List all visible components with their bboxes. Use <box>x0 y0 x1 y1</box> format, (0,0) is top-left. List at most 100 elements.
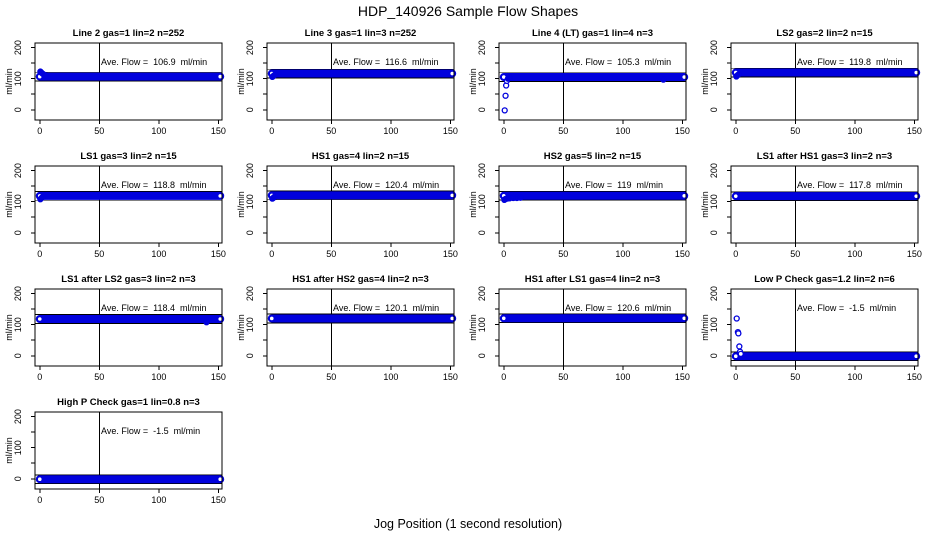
subplot-hs1-after-hs2-gas-4-lin-2-n-3: HS1 after HS2 gas=4 lin=2 n=3 0 100 200 0 50 1… <box>234 266 466 389</box>
x-tick-label: 100 <box>151 372 166 382</box>
y-axis-label: ml/min <box>468 191 478 218</box>
x-tick-label: 150 <box>675 372 690 382</box>
x-tick-label: 150 <box>675 249 690 259</box>
subplot-canvas: LS1 gas=3 lin=2 n=15 0 100 200 0 50 100 150 ml/m… <box>4 151 226 259</box>
y-axis-label: ml/min <box>468 68 478 95</box>
x-tick-label: 100 <box>847 126 862 136</box>
y-tick-label: 200 <box>13 409 23 424</box>
subplot-canvas: LS1 after LS2 gas=3 lin=2 n=3 0 100 200 0 50 1… <box>4 274 226 382</box>
y-tick-label: 200 <box>245 286 255 301</box>
data-point <box>42 72 49 79</box>
avg-flow-label: Ave. Flow = 120.1 ml/min <box>333 303 439 313</box>
y-tick-label: 0 <box>477 353 487 358</box>
x-tick-label: 0 <box>37 126 42 136</box>
x-tick-label: 150 <box>211 126 226 136</box>
band-end-notch <box>450 316 455 321</box>
band-end-notch <box>218 194 223 198</box>
y-tick-label: 200 <box>477 163 487 178</box>
y-tick-label: 100 <box>13 317 23 332</box>
data-point <box>734 71 742 78</box>
x-tick-label: 50 <box>326 126 336 136</box>
x-tick-label: 100 <box>151 126 166 136</box>
x-tick-label: 50 <box>790 372 800 382</box>
subplot-canvas: HS1 gas=4 lin=2 n=15 0 100 200 0 50 100 150 ml/m… <box>236 151 458 259</box>
data-point <box>733 315 740 322</box>
band-end-notch <box>501 75 506 79</box>
y-tick-label: 200 <box>13 286 23 301</box>
avg-flow-label: Ave. Flow = 105.3 ml/min <box>565 57 671 67</box>
subplot-canvas: HS1 after LS1 gas=4 lin=2 n=3 0 100 200 0 50 1… <box>468 274 690 382</box>
y-tick-label: 200 <box>245 163 255 178</box>
y-tick-label: 200 <box>245 40 255 55</box>
band-end-notch <box>682 194 687 198</box>
x-tick-label: 100 <box>151 495 166 505</box>
avg-flow-label: Ave. Flow = 120.4 ml/min <box>333 180 439 190</box>
y-tick-label: 0 <box>245 353 255 358</box>
y-tick-label: 0 <box>709 230 719 235</box>
plot-box <box>266 42 455 121</box>
avg-flow-label: Ave. Flow = 119.8 ml/min <box>797 57 902 67</box>
y-tick-label: 0 <box>13 230 23 235</box>
plot-box <box>730 288 919 367</box>
avg-flow-label: Ave. Flow = -1.5 ml/min <box>797 303 896 313</box>
y-tick-label: 200 <box>709 163 719 178</box>
band-end-notch <box>450 193 455 198</box>
y-tick-label: 100 <box>709 317 719 332</box>
x-tick-label: 0 <box>269 126 274 136</box>
x-axis-label: Jog Position (1 second resolution) <box>373 517 563 531</box>
subplot-ls2-gas-2-lin-2-n-15: LS2 gas=2 lin=2 n=15 0 100 200 0 50 100 150 ml/m… <box>698 20 930 143</box>
x-tick-label: 50 <box>326 249 336 259</box>
data-point <box>517 194 524 201</box>
y-tick-label: 0 <box>13 353 23 358</box>
data-point <box>203 319 210 326</box>
y-tick-label: 100 <box>13 440 23 455</box>
x-tick-label: 100 <box>383 249 398 259</box>
x-tick-label: 0 <box>733 249 738 259</box>
band-end-notch <box>37 317 42 321</box>
subplot-hs1-gas-4-lin-2-n-15: HS1 gas=4 lin=2 n=15 0 100 200 0 50 100 150 ml/m… <box>234 143 466 266</box>
x-tick-label: 0 <box>501 249 506 259</box>
subplot-canvas: HS1 after HS2 gas=4 lin=2 n=3 0 100 200 0 50 1… <box>236 274 458 382</box>
subplot-title: LS1 after HS1 gas=3 lin=2 n=3 <box>757 151 892 162</box>
x-tick-label: 150 <box>907 372 922 382</box>
band-end-notch <box>218 477 223 482</box>
plot-box <box>34 165 223 244</box>
y-tick-label: 200 <box>709 286 719 301</box>
x-tick-label: 50 <box>790 126 800 136</box>
x-tick-label: 0 <box>501 372 506 382</box>
band-end-notch <box>733 354 738 359</box>
subplot-line-4-lt-gas-1-lin-4-n-3: Line 4 (LT) gas=1 lin=4 n=3 0 100 200 0 50 100… <box>466 20 698 143</box>
plot-box <box>34 288 223 367</box>
data-point <box>506 74 513 81</box>
band-end-notch <box>218 74 223 79</box>
x-tick-label: 0 <box>37 495 42 505</box>
y-tick-label: 100 <box>709 71 719 86</box>
avg-flow-label: Ave. Flow = -1.5 ml/min <box>101 426 200 436</box>
subplot-title: Low P Check gas=1.2 lin=2 n=6 <box>754 274 895 285</box>
plot-box <box>498 165 687 244</box>
subplot-title: Line 4 (LT) gas=1 lin=4 n=3 <box>532 28 653 39</box>
data-point <box>736 343 743 350</box>
y-tick-label: 0 <box>709 353 719 358</box>
subplot-high-p-check-gas-1-lin-0.8-n-3: High P Check gas=1 lin=0.8 n=3 0 100 200 0 50… <box>2 389 234 512</box>
subplot-title: HS1 after LS1 gas=4 lin=2 n=3 <box>525 274 660 285</box>
x-tick-label: 100 <box>615 126 630 136</box>
y-axis-label: ml/min <box>236 68 246 95</box>
subplot-ls1-after-hs1-gas-3-lin-2-n-3: LS1 after HS1 gas=3 lin=2 n=3 0 100 200 0 50 1… <box>698 143 930 266</box>
subplot-ls1-gas-3-lin-2-n-15: LS1 gas=3 lin=2 n=15 0 100 200 0 50 100 150 ml/m… <box>2 143 234 266</box>
y-axis-label: ml/min <box>468 314 478 341</box>
x-tick-label: 50 <box>94 372 104 382</box>
y-tick-label: 0 <box>477 230 487 235</box>
subplot-hs2-gas-5-lin-2-n-15: HS2 gas=5 lin=2 n=15 0 100 200 0 50 100 150 ml/m… <box>466 143 698 266</box>
band-end-notch <box>37 477 42 482</box>
avg-flow-label: Ave. Flow = 120.6 ml/min <box>565 303 671 313</box>
subplot-ls1-after-ls2-gas-3-lin-2-n-3: LS1 after LS2 gas=3 lin=2 n=3 0 100 200 0 50 1… <box>2 266 234 389</box>
x-tick-label: 150 <box>675 126 690 136</box>
y-axis-label: ml/min <box>4 314 14 341</box>
subplot-hs1-after-ls1-gas-4-lin-2-n-3: HS1 after LS1 gas=4 lin=2 n=3 0 100 200 0 50 1… <box>466 266 698 389</box>
x-tick-label: 150 <box>443 249 458 259</box>
x-tick-label: 100 <box>615 372 630 382</box>
avg-flow-label: Ave. Flow = 118.4 ml/min <box>101 303 206 313</box>
avg-flow-label: Ave. Flow = 118.8 ml/min <box>101 180 206 190</box>
